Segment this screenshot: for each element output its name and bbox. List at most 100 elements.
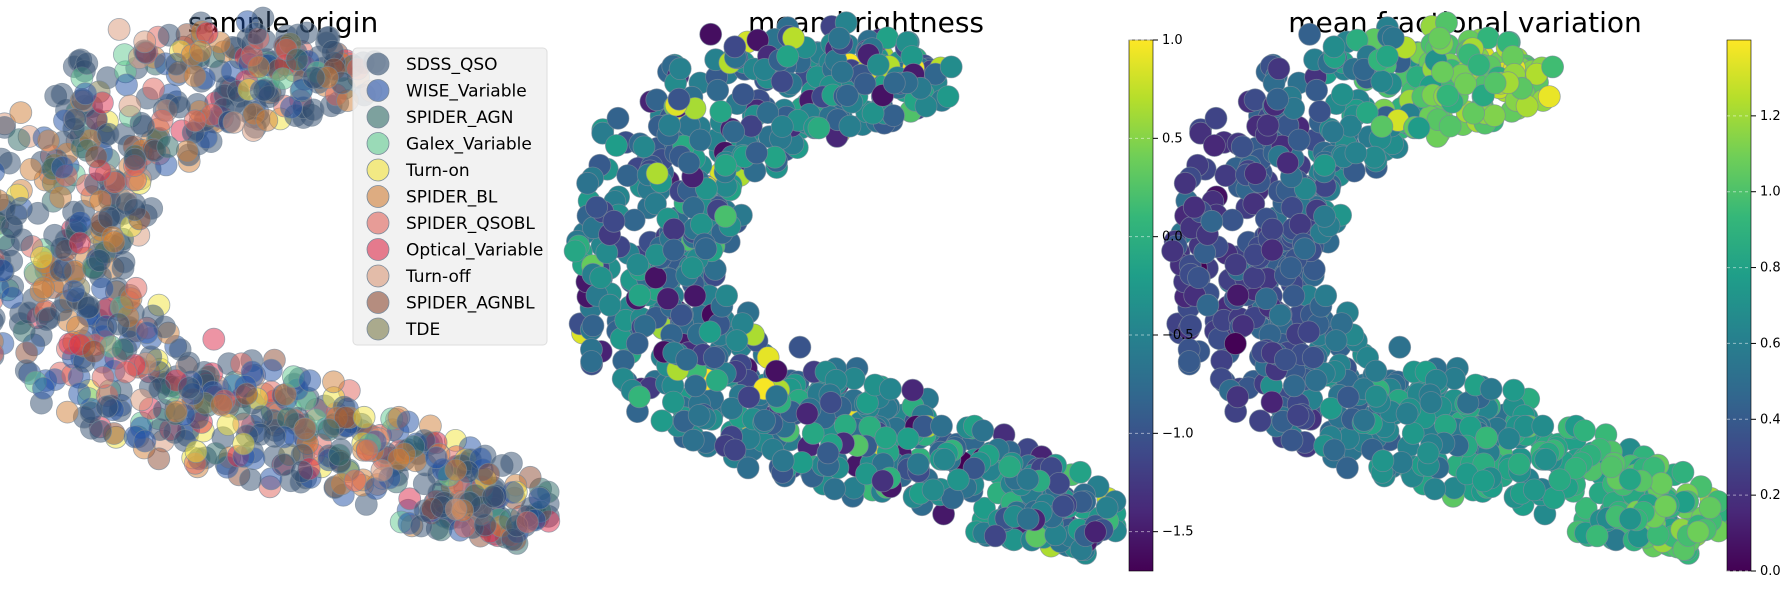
colorbar-tick-label: 0.0 xyxy=(1760,564,1781,579)
scatter-point xyxy=(1522,478,1546,502)
colorbar-tick-label: −1.0 xyxy=(1162,426,1194,441)
scatter-point xyxy=(1095,496,1119,520)
scatter-point xyxy=(702,346,726,369)
scatter-point xyxy=(50,82,74,106)
scatter-point xyxy=(175,139,199,163)
scatter-point xyxy=(771,449,795,473)
scatter-point xyxy=(76,296,100,319)
scatter-point xyxy=(1179,314,1203,338)
scatter-point xyxy=(19,157,43,181)
scatter-point xyxy=(756,101,780,124)
scatter-point xyxy=(1224,332,1247,356)
colorbar-fractional-variation: 1.2 1.0 0.8 0.6 0.4 0.2 0.0 xyxy=(1726,39,1781,579)
scatter-point xyxy=(516,510,539,534)
scatter-point xyxy=(26,201,50,225)
scatter-point xyxy=(290,460,314,484)
scatter-point xyxy=(1297,320,1321,344)
scatter-point xyxy=(123,147,147,171)
scatter-point xyxy=(1472,469,1495,493)
legend-label: Galex_Variable xyxy=(406,135,532,155)
scatter-point xyxy=(699,22,723,46)
scatter-point xyxy=(1686,520,1710,544)
scatter-point xyxy=(879,377,902,401)
scatter-point xyxy=(1371,449,1395,473)
colorbar-gradient xyxy=(1726,39,1752,572)
colorbar-tick-label: 0.8 xyxy=(1760,261,1781,276)
legend-marker xyxy=(366,185,390,208)
scatter-point xyxy=(177,351,201,375)
scatter-point xyxy=(1467,53,1491,77)
scatter-point xyxy=(737,385,761,409)
scatter-point xyxy=(714,204,737,228)
scatter-point xyxy=(107,17,131,41)
scatter-point xyxy=(132,114,155,138)
scatter-point xyxy=(1214,164,1238,188)
scatter-point xyxy=(1479,377,1503,401)
scatter-point xyxy=(606,106,630,130)
scatter-point xyxy=(1256,113,1280,137)
scatter-point xyxy=(1280,428,1304,452)
scatter-point xyxy=(1051,494,1075,518)
scatter-point xyxy=(37,129,60,153)
scatter-point xyxy=(1419,391,1443,414)
scatter-point xyxy=(827,26,851,50)
scatter-point xyxy=(317,418,341,442)
scatter-point xyxy=(68,382,91,406)
legend-label: SDSS_QSO xyxy=(406,55,498,75)
scatter-point xyxy=(50,155,74,179)
scatter-point xyxy=(30,245,53,269)
panel3-scatter xyxy=(1161,11,1730,565)
scatter-point xyxy=(753,408,776,432)
scatter-point xyxy=(1363,145,1386,169)
scatter-point xyxy=(1268,303,1292,327)
scatter-point xyxy=(816,441,840,465)
scatter-point xyxy=(1200,209,1224,233)
scatter-point xyxy=(1187,266,1210,290)
scatter-point xyxy=(598,293,622,317)
legend-marker xyxy=(366,317,390,341)
legend-marker xyxy=(366,291,390,314)
scatter-point xyxy=(124,276,148,300)
scatter-point xyxy=(1274,348,1297,372)
scatter-point xyxy=(1016,507,1040,531)
scatter-point xyxy=(1548,468,1572,492)
legend-marker xyxy=(366,132,390,155)
scatter-point xyxy=(147,447,171,471)
scatter-point xyxy=(819,391,843,414)
legend-marker xyxy=(366,79,390,102)
colorbar-tick-label: 0.4 xyxy=(1760,412,1781,427)
scatter-point xyxy=(698,320,722,344)
scatter-point xyxy=(477,462,501,486)
scatter-point xyxy=(1401,421,1425,445)
scatter-point xyxy=(1304,368,1328,392)
colorbar-tick-label: 0.2 xyxy=(1760,488,1781,503)
scatter-point xyxy=(164,400,188,424)
scatter-point xyxy=(74,82,97,106)
scatter-point xyxy=(628,385,651,409)
scatter-point xyxy=(327,443,351,467)
legend-label: WISE_Variable xyxy=(406,82,527,102)
scatter-point xyxy=(1301,346,1325,369)
scatter-point xyxy=(795,402,819,426)
colorbar-tick-label: 0.5 xyxy=(1162,131,1183,146)
legend-label: Turn-off xyxy=(405,267,472,287)
scatter-point xyxy=(581,314,605,338)
scatter-point xyxy=(896,427,920,451)
scatter-point xyxy=(688,128,712,152)
scatter-point xyxy=(343,469,367,493)
scatter-point xyxy=(709,100,733,123)
legend-label: SPIDER_AGN xyxy=(406,108,513,128)
scatter-point xyxy=(807,116,831,140)
scatter-point xyxy=(1600,455,1623,479)
scatter-point xyxy=(82,340,106,363)
scatter-point xyxy=(764,359,788,383)
colorbar-tick-label: 0.6 xyxy=(1760,336,1781,351)
scatter-point xyxy=(680,256,704,280)
scatter-point xyxy=(628,283,652,307)
scatter-point xyxy=(1220,208,1244,232)
scatter-point xyxy=(49,185,72,209)
scatter-point xyxy=(1364,359,1388,383)
scatter-point xyxy=(1287,128,1311,152)
scatter-point xyxy=(1313,153,1336,177)
scatter-point xyxy=(823,477,846,501)
